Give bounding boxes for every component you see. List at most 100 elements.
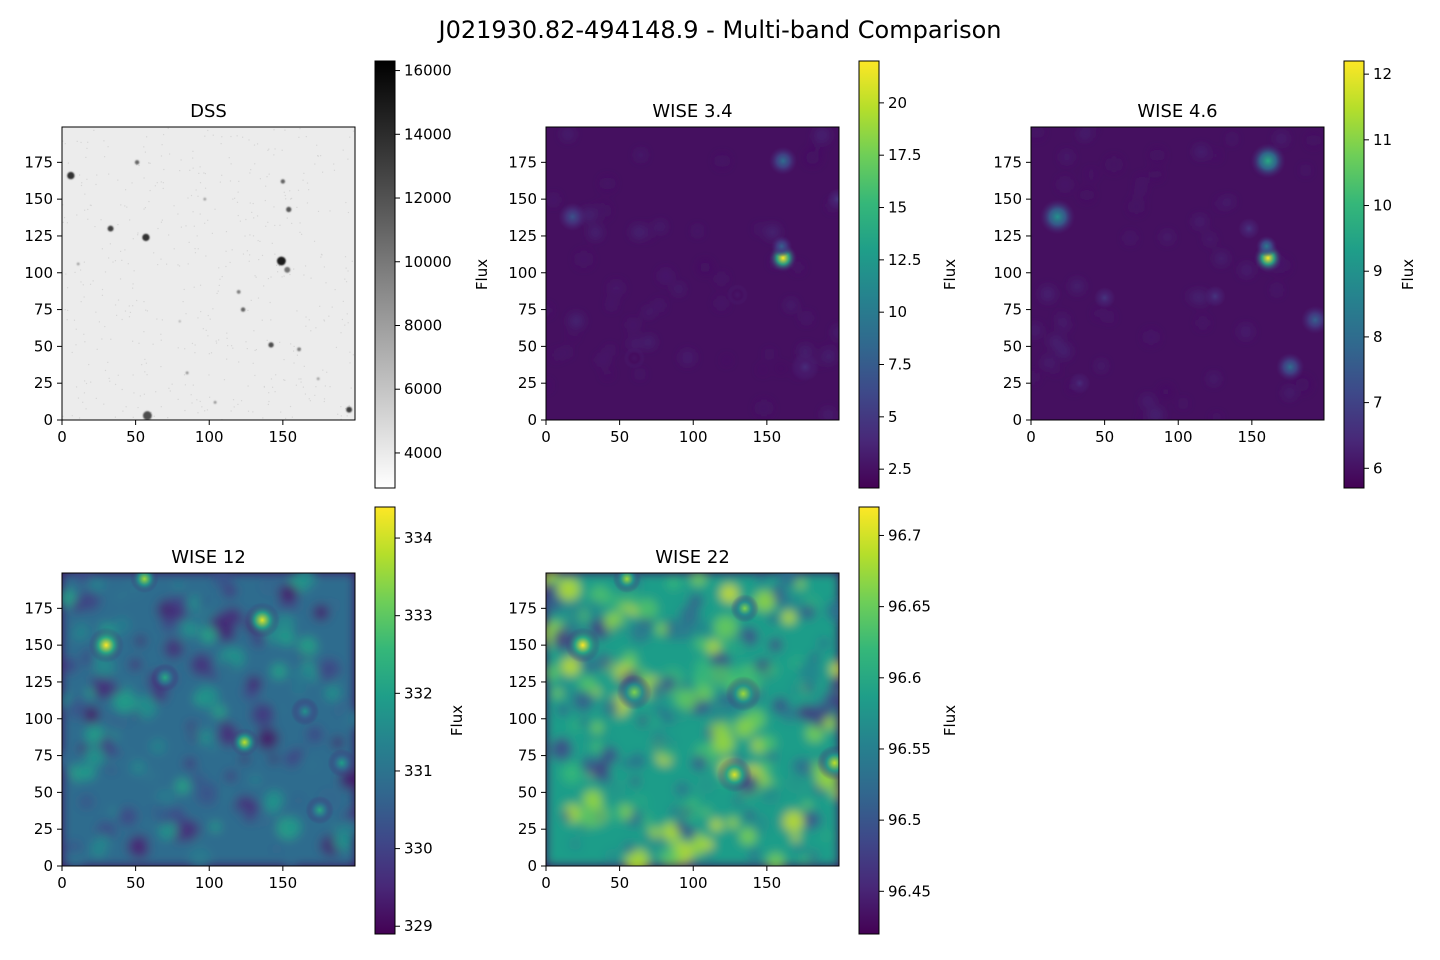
source-2 [107,225,114,232]
source-1 [1250,143,1286,179]
colorbar-tick-label: 2.5 [888,460,912,478]
y-tick-label: 25 [34,374,53,392]
x-tick-label: 0 [57,874,67,892]
source-3 [791,352,820,382]
source-8 [236,289,241,294]
panel-title: WISE 12 [171,547,246,568]
y-tick-label: 0 [43,411,53,429]
source-6 [1204,285,1226,307]
colorbar-label: Flux [941,705,959,736]
x-tick-label: 150 [753,428,782,446]
colorbar-tick-label: 333 [404,607,433,625]
panel-wise-12: WISE 12 0 50 100 150 0 25 50 75 100 125 150 175 329 33… [24,506,466,935]
colorbar-tick-label: 11 [1373,131,1392,149]
colorbar-tick-label: 10 [888,303,907,321]
colorbar-label: Flux [1399,259,1417,290]
panel-dss: DSS 0 50 100 150 0 25 50 75 100 125 150 175 4000 6000 8… [24,60,491,489]
source-1 [134,160,140,165]
source-19 [178,320,181,323]
axes-frame [545,126,840,421]
colorbar [1343,60,1365,489]
source-7 [623,347,645,369]
source-1 [244,602,280,638]
colorbar-tick-label: 12 [1373,65,1392,83]
source-18 [76,262,80,266]
figure-title: J021930.82-494148.9 - Multi-band Compari… [437,16,1002,44]
y-tick-label: 50 [34,337,53,355]
colorbar-tick-label: 96.45 [888,882,931,900]
heatmap-background [546,127,839,420]
source-1 [716,757,753,793]
axes-frame [61,126,356,421]
y-tick-label: 75 [1003,301,1022,319]
y-tick-label: 150 [508,190,537,208]
source-11 [297,347,301,352]
source-4 [725,676,761,712]
x-tick-label: 50 [610,428,629,446]
source-5 [616,674,653,710]
source-5 [1255,235,1278,257]
source-2 [1039,199,1076,235]
source-4 [826,188,839,210]
y-tick-label: 75 [34,747,53,765]
colorbar-tick-label: 7.5 [888,356,912,374]
source-12 [142,411,152,420]
axes-frame [61,572,356,867]
source-3 [1276,352,1305,382]
y-tick-label: 125 [508,227,537,245]
x-tick-label: 0 [57,428,67,446]
y-tick-label: 50 [518,783,537,801]
y-tick-label: 100 [993,264,1022,282]
x-tick-label: 100 [195,428,224,446]
source-3 [612,573,642,594]
source-4 [1301,305,1324,335]
colorbar-tick-label: 96.5 [888,811,921,829]
y-tick-label: 150 [993,190,1022,208]
colorbar-label: Flux [473,259,491,290]
source-1 [768,146,798,175]
y-tick-label: 50 [518,337,537,355]
colorbar-tick-label: 96.55 [888,740,931,758]
y-tick-label: 125 [508,673,537,691]
source-5 [286,206,292,213]
heatmap-image [1031,127,1324,420]
y-tick-label: 175 [24,153,53,171]
x-tick-label: 100 [195,874,224,892]
colorbar [374,506,396,935]
colorbar-tick-label: 10 [1373,197,1392,215]
colorbar-tick-label: 330 [404,840,433,858]
source-2 [558,202,587,231]
panel-title: WISE 22 [655,547,730,568]
source-6 [730,594,759,623]
source-0 [88,627,124,663]
source-16 [316,377,320,381]
source-4 [150,663,180,692]
source-9 [1068,372,1091,394]
source-5 [770,235,793,257]
colorbar-label: Flux [941,259,959,290]
colorbar-tick-label: 10000 [404,253,452,271]
y-tick-label: 150 [24,636,53,654]
source-9 [240,307,246,312]
colorbar-tick-label: 15 [888,199,907,217]
panel-title: WISE 4.6 [1137,101,1217,122]
source-0 [67,171,75,180]
y-tick-label: 0 [43,857,53,875]
y-tick-label: 50 [34,783,53,801]
source-3 [142,233,150,242]
colorbar-tick-label: 5 [888,408,898,426]
colorbar [858,506,880,935]
y-tick-label: 100 [508,264,537,282]
y-tick-label: 0 [527,411,537,429]
y-tick-label: 100 [24,710,53,728]
heatmap-background [62,127,355,420]
colorbar-tick-label: 12000 [404,189,452,207]
colorbar-tick-label: 96.7 [888,526,921,544]
source-3 [130,573,159,594]
x-tick-label: 50 [610,874,629,892]
colorbar-tick-label: 9 [1373,262,1383,280]
x-tick-label: 150 [1238,428,1267,446]
colorbar-tick-label: 12.5 [888,251,921,269]
